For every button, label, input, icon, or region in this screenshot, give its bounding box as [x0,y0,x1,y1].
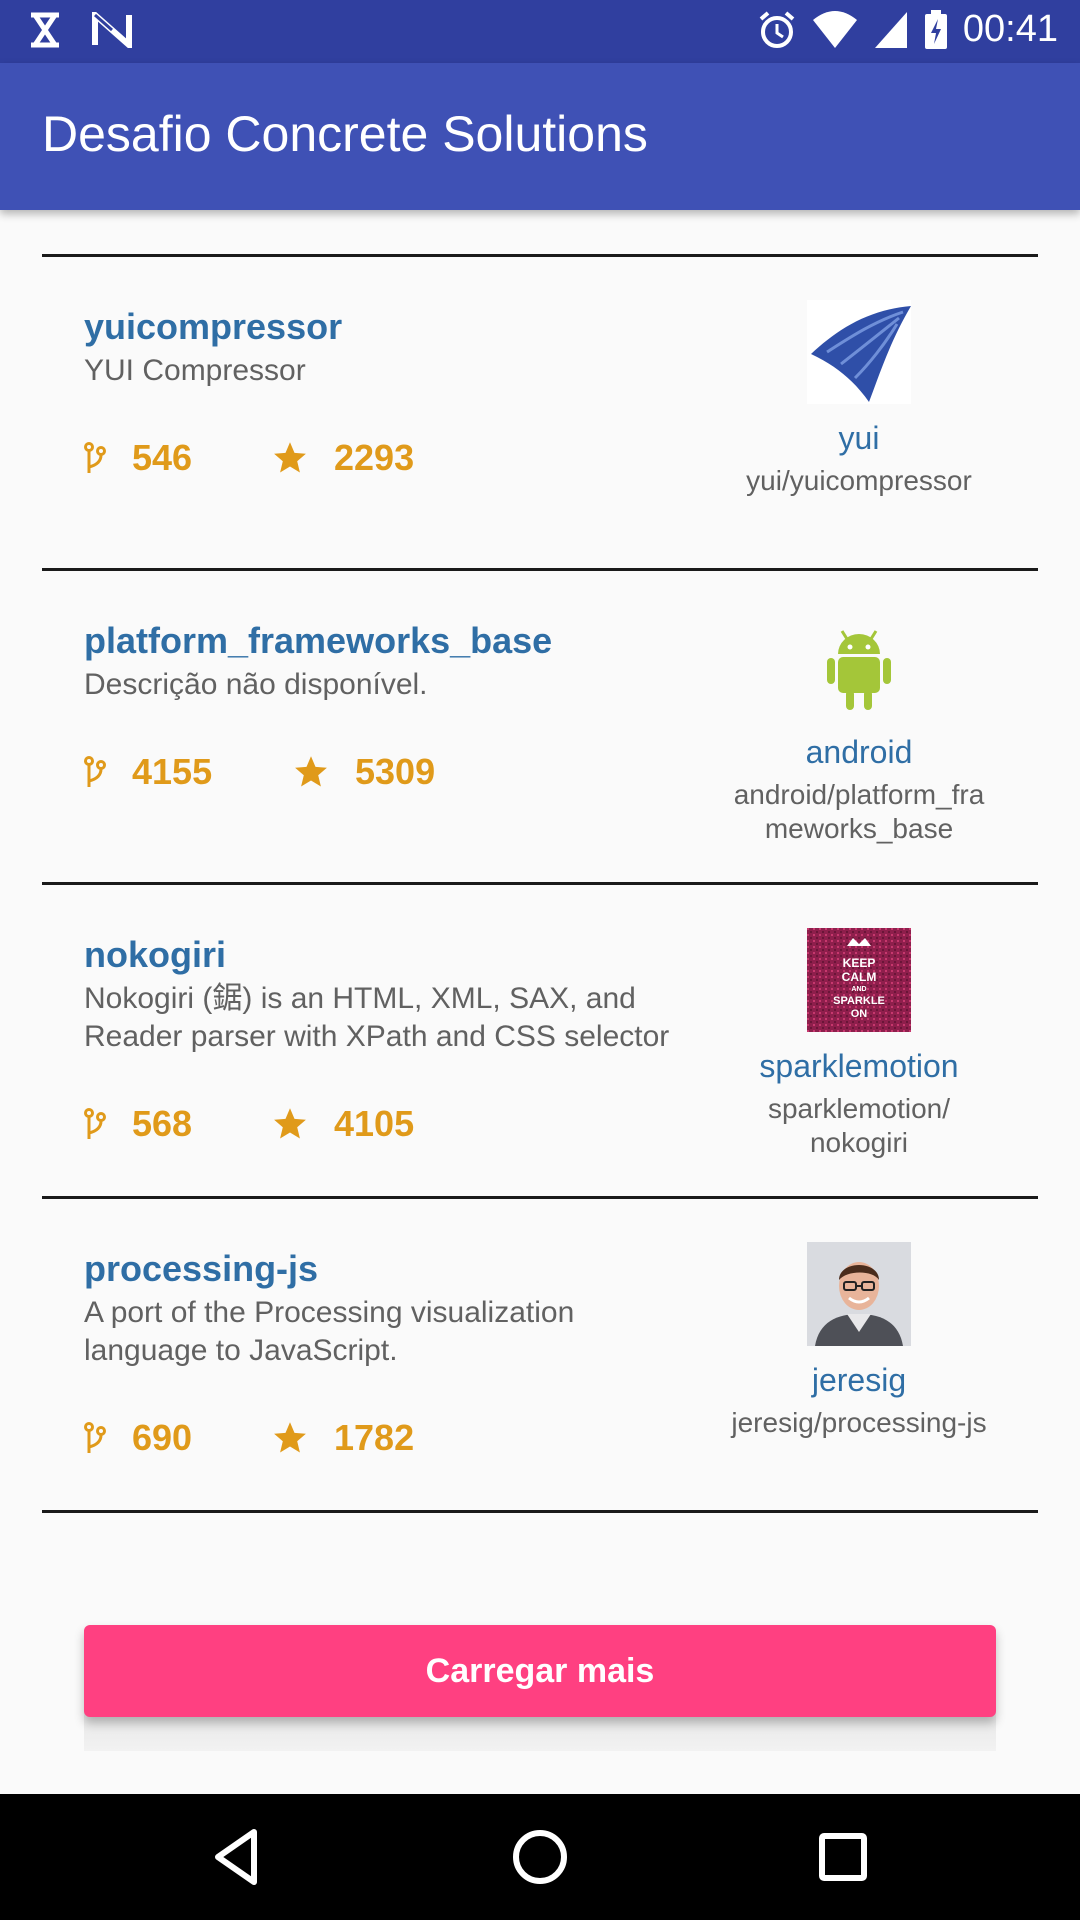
navigation-bar [0,1794,1080,1920]
repo-card[interactable]: yuicompressor YUI Compressor 546 2293 [0,300,1080,621]
battery-charging-icon [924,9,947,49]
divider [42,568,1038,571]
fork-icon [84,756,106,787]
repo-card[interactable]: nokogiri Nokogiri (鋸) is an HTML, XML, S… [0,928,1080,1249]
star-count: 4105 [334,1103,415,1144]
fork-stat: 546 [84,436,192,480]
star-stat: 2293 [272,436,414,480]
star-icon [295,756,327,787]
divider [42,1196,1038,1199]
owner-login[interactable]: yui [838,420,880,456]
owner-login[interactable]: jeresig [811,1362,907,1398]
avatar-text-line: AND [851,986,866,993]
keep-calm-sparkle-avatar[interactable]: KEEP CALM AND SPARKLE ON [807,928,911,1032]
star-icon [274,1108,306,1139]
repo-card[interactable]: platform_frameworks_base Descrição não d… [0,614,1080,935]
repo-description: Nokogiri (鋸) is an HTML, XML, SAX, and R… [84,982,670,1053]
repo-name: yuicompressor [84,306,343,347]
back-triangle-icon[interactable] [206,1824,272,1890]
app-bar: Desafio Concrete Solutions [0,63,1080,210]
wifi-icon [812,10,857,48]
repo-name: processing-js [84,1248,319,1289]
repo-card[interactable]: processing-js A port of the Processing v… [0,1242,1080,1563]
repo-full-name: jeresig/processing-js [731,1407,987,1438]
fork-count: 4155 [132,751,213,792]
repo-full-name: sparklemotion/ nokogiri [767,1093,951,1158]
fork-count: 568 [132,1103,193,1144]
repo-name: platform_frameworks_base [84,620,553,661]
star-icon [274,442,306,473]
star-count: 1782 [334,1417,415,1458]
app-title: Desafio Concrete Solutions [42,106,648,162]
home-circle-icon[interactable] [507,1824,573,1890]
fork-count: 690 [132,1417,193,1458]
fork-stat: 4155 [84,750,212,794]
hourglass-icon [31,12,59,48]
divider [42,882,1038,885]
repo-description: YUI Compressor [84,354,306,387]
repo-name: nokogiri [84,934,226,975]
signal-icon [874,11,907,48]
star-stat: 4105 [272,1102,414,1146]
load-more-button[interactable]: Carregar mais [84,1625,996,1717]
divider [42,1510,1038,1513]
repo-description: A port of the Processing visualization l… [84,1296,575,1367]
fork-icon [84,1108,106,1139]
yui-logo-icon[interactable] [807,300,911,404]
divider [42,254,1038,257]
avatar-text-line: ON [851,1008,868,1020]
recents-square-icon[interactable] [810,1824,876,1890]
repo-full-name: yui/yuicompressor [746,465,972,496]
fork-icon [84,442,106,473]
star-count: 2293 [334,437,415,478]
status-bar: 00:41 [0,0,1080,63]
avatar-text-line: KEEP [843,956,876,970]
fork-count: 546 [132,437,193,478]
fork-icon [84,1422,106,1453]
star-icon [274,1422,306,1453]
n-icon [92,12,132,48]
star-stat: 1782 [272,1416,414,1460]
owner-login[interactable]: sparklemotion [759,1048,959,1084]
android-logo-icon[interactable] [807,614,911,718]
alarm-icon [759,10,795,48]
person-photo-avatar[interactable] [807,1242,911,1346]
repo-description: Descrição não disponível. [84,668,428,701]
load-more-container: Carregar mais [84,1625,996,1751]
repo-full-name: android/platform_fra meworks_base [733,779,985,844]
avatar-text-line: SPARKLE [833,995,885,1007]
fork-stat: 568 [84,1102,192,1146]
star-count: 5309 [355,751,436,792]
status-time: 00:41 [962,8,1058,50]
star-stat: 5309 [293,750,435,794]
fork-stat: 690 [84,1416,192,1460]
owner-login[interactable]: android [805,734,913,770]
avatar-text-line: CALM [842,970,877,984]
